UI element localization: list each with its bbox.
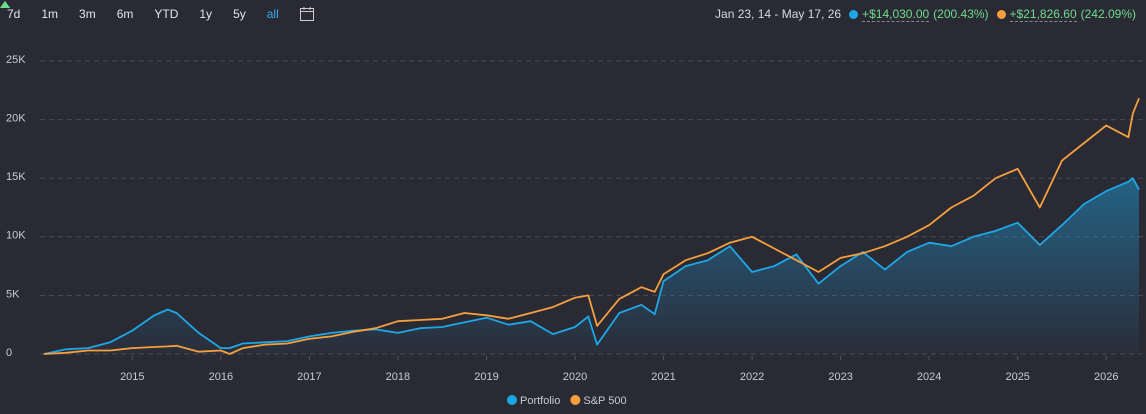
y-tick-label: 15K	[6, 171, 26, 183]
up-arrow	[0, 1, 10, 8]
range-button[interactable]: 1m	[41, 7, 59, 21]
y-tick-label: 10K	[6, 230, 26, 242]
series-line	[43, 97, 1140, 355]
legend-dot	[507, 395, 517, 405]
x-tick-label: 2021	[651, 371, 675, 383]
series-change-pct: (242.09%)	[1080, 7, 1136, 21]
x-tick-label: 2025	[1005, 371, 1029, 383]
x-tick-label: 2015	[120, 371, 144, 383]
legend-label: S&P 500	[583, 395, 626, 407]
x-tick-label: 2016	[209, 371, 233, 383]
calendar-frame	[299, 8, 314, 21]
range-button[interactable]: 1y	[199, 7, 213, 21]
legend-dot	[570, 395, 581, 405]
y-tick-label: 5K	[6, 288, 20, 300]
x-tick-label: 2022	[740, 371, 764, 383]
series-change-pct: (200.43%)	[933, 7, 989, 21]
legend-label: Portfolio	[520, 395, 560, 407]
summary: Jan 23, 14 - May 17, 26 +$14,030.00 (200.…	[0, 1, 1140, 22]
range-button[interactable]: 3m	[79, 7, 96, 21]
x-tick-label: 2020	[563, 371, 587, 383]
y-tick-label: 25K	[6, 54, 26, 66]
range-button[interactable]: YTD	[154, 7, 179, 21]
y-tick-label: 20K	[6, 113, 26, 125]
series-change: +$21,826.60	[1009, 6, 1077, 22]
range-buttons: 7d 1m 3m 6m YTD 1y 5y all	[0, 7, 297, 21]
x-tick-label: 2017	[297, 371, 321, 383]
range-button[interactable]: 7d	[7, 7, 21, 21]
x-tick-label: 2023	[828, 371, 852, 383]
range-button[interactable]: all	[266, 7, 279, 21]
x-tick-label: 2019	[474, 371, 498, 383]
calendar-icon[interactable]	[299, 6, 315, 22]
range-button[interactable]: 5y	[233, 7, 246, 21]
series-change: +$14,030.00	[862, 6, 930, 22]
y-tick-label: 0	[6, 347, 12, 359]
x-tick-label: 2024	[917, 371, 941, 383]
toolbar: 7d 1m 3m 6m YTD 1y 5y all Jan 23, 14 - May 17, …	[0, 0, 1146, 28]
up-arrow-shape	[0, 1, 10, 8]
range-button[interactable]: 6m	[116, 7, 134, 21]
date-range: Jan 23, 14 - May 17, 26	[715, 7, 842, 21]
series-area	[43, 178, 1140, 354]
x-tick-label: 2018	[386, 371, 410, 383]
x-tick-label: 2026	[1094, 371, 1118, 383]
series-line	[43, 177, 1140, 355]
series-dot	[849, 9, 859, 19]
series-dot	[996, 9, 1006, 19]
